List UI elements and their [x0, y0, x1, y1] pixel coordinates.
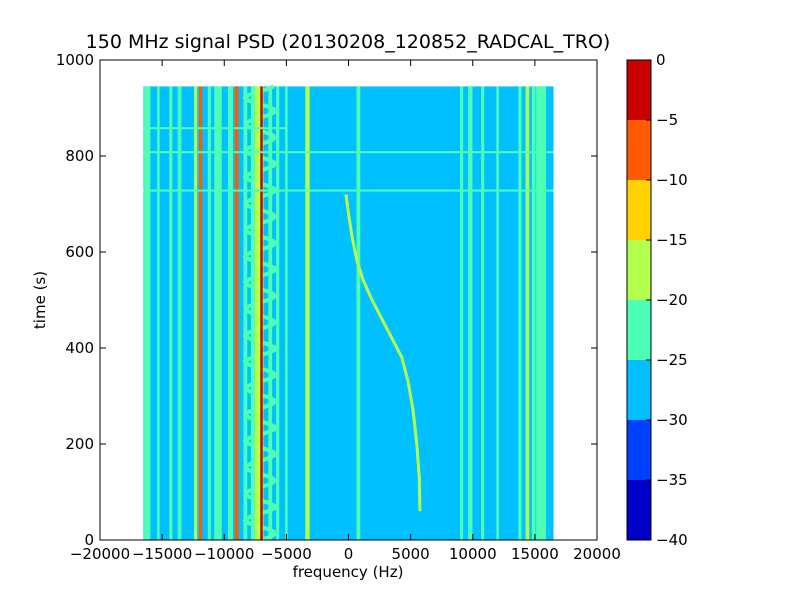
colorbar-swatch: [627, 240, 651, 300]
psd-vertical-line: [481, 86, 485, 540]
colorbar-swatch: [627, 180, 651, 240]
psd-vertical-line: [276, 86, 280, 540]
psd-vertical-line: [356, 86, 361, 540]
psd-horizontal-line: [143, 151, 554, 154]
psd-vertical-line: [250, 86, 255, 540]
psd-background: [143, 86, 554, 540]
psd-vertical-line: [531, 86, 536, 540]
psd-vertical-line: [194, 86, 198, 540]
colorbar-swatch: [627, 300, 651, 360]
x-tick-label: 20000: [573, 545, 621, 563]
psd-vertical-line: [260, 86, 263, 540]
colorbar-tick-label: −40: [656, 531, 688, 549]
psd-vertical-line: [268, 86, 273, 540]
x-tick-label: 10000: [449, 545, 497, 563]
psd-vertical-line: [460, 86, 464, 540]
colorbar-swatch: [627, 360, 651, 420]
y-axis-title: time (s): [31, 271, 49, 329]
colorbar-swatch: [627, 420, 651, 480]
psd-vertical-line: [285, 86, 288, 540]
y-axis: 0 200 400 600 800 1000: [56, 51, 597, 549]
psd-vertical-line: [254, 86, 264, 540]
y-tick-label: 200: [65, 435, 94, 453]
psd-vertical-line: [157, 86, 160, 540]
colorbar-tick-label: −10: [656, 171, 688, 189]
psd-vertical-line: [227, 86, 233, 540]
colorbar-tick-label: −30: [656, 411, 688, 429]
y-tick-label: 800: [65, 147, 94, 165]
psd-vertical-line: [199, 86, 203, 540]
colorbar-tick-label: −20: [656, 291, 688, 309]
colorbar: −40 −35 −30 −25 −20 −15 −10 −5 0: [626, 51, 688, 549]
psd-vertical-line: [536, 86, 547, 540]
psd-vertical-line: [525, 86, 530, 540]
x-tick-label: 5000: [392, 545, 430, 563]
psd-vertical-line: [144, 86, 151, 540]
colorbar-swatch: [627, 60, 651, 120]
psd-horizontal-line: [143, 127, 287, 130]
psd-vertical-line: [234, 86, 239, 540]
colorbar-swatch: [627, 480, 651, 540]
psd-vertical-line: [305, 86, 310, 540]
colorbar-tick-label: −5: [656, 111, 678, 129]
psd-vertical-line: [177, 86, 182, 540]
y-tick-label: 0: [84, 531, 94, 549]
chart-title: 150 MHz signal PSD (20130208_120852_RADC…: [86, 31, 611, 53]
x-tick-label: −15000: [132, 545, 192, 563]
plot-area: [143, 84, 554, 540]
y-tick-label: 600: [65, 243, 94, 261]
psd-vertical-line: [468, 86, 473, 540]
colorbar-swatch: [627, 120, 651, 180]
x-tick-label: −5000: [261, 545, 312, 563]
psd-horizontal-line: [143, 189, 554, 192]
colorbar-tick-label: 0: [656, 51, 666, 69]
colorbar-tick-label: −25: [656, 351, 688, 369]
x-tick-label: −10000: [194, 545, 254, 563]
psd-vertical-line: [518, 86, 522, 540]
y-tick-label: 400: [65, 339, 94, 357]
y-tick-label: 1000: [56, 51, 94, 69]
x-axis-title: frequency (Hz): [293, 563, 404, 581]
x-axis: −20000 −15000 −10000 −5000 0 5000 10000 15000 20…: [70, 60, 621, 563]
psd-vertical-line: [169, 86, 173, 540]
psd-vertical-line: [243, 86, 248, 540]
colorbar-tick-label: −15: [656, 231, 688, 249]
colorbar-tick-label: −35: [656, 471, 688, 489]
psd-vertical-line: [214, 86, 222, 540]
psd-chirp-signal: [344, 194, 422, 512]
x-tick-label: 15000: [511, 545, 559, 563]
x-tick-label: 0: [344, 545, 354, 563]
psd-vertical-line: [207, 86, 211, 540]
psd-vertical-line: [496, 86, 499, 540]
x-tick-label: −20000: [70, 545, 130, 563]
